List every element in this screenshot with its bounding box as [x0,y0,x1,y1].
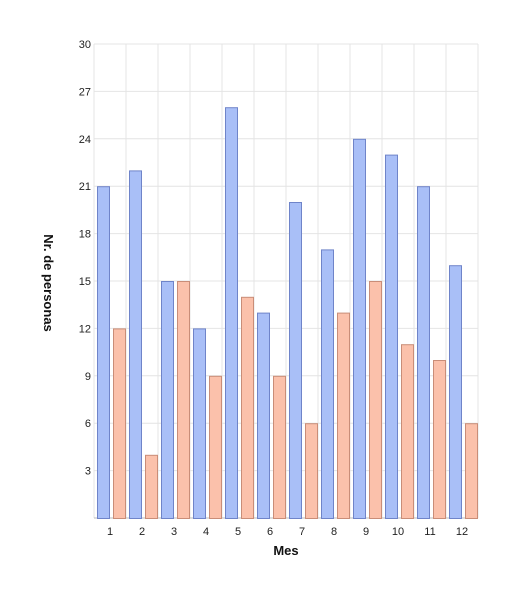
x-tick-label: 1 [107,526,113,538]
x-tick-label: 7 [299,526,305,538]
bar-series2-1 [113,328,126,519]
y-tick-label: 30 [79,39,91,51]
bar-series1-1 [97,186,110,519]
x-tick-label: 12 [456,526,468,538]
y-axis-title: Nr. de personas [41,234,56,332]
y-tick-label: 21 [79,181,91,193]
bar-series2-2 [145,454,158,519]
bar-series1-12 [449,265,462,520]
y-tick-label: 27 [79,86,91,98]
y-tick-label: 6 [85,418,91,430]
x-tick-label: 11 [424,526,435,538]
x-tick-label: 5 [235,526,241,538]
bar-series1-2 [129,170,142,519]
bar-series2-3 [177,281,190,519]
x-tick-labels: 1 2 3 4 5 6 7 8 9 10 11 12 [107,526,468,538]
x-tick-label: 3 [171,526,177,538]
bar-series1-10 [385,154,398,519]
bar-series1-4 [193,328,206,519]
bar-series1-8 [321,249,334,519]
bar-series1-6 [257,312,270,519]
x-tick-label: 9 [363,526,369,538]
x-tick-label: 4 [203,526,209,538]
y-tick-label: 12 [79,323,91,335]
y-tick-label: 3 [85,466,91,478]
bars [97,107,478,520]
bar-series1-9 [353,138,366,520]
x-tick-label: 10 [392,526,404,538]
bar-series2-9 [369,281,382,519]
bar-series1-7 [289,202,302,519]
x-tick-label: 8 [331,526,337,538]
bar-series2-10 [401,344,414,520]
bar-series1-3 [161,281,174,519]
y-tick-label: 9 [85,371,91,383]
y-tick-label: 24 [79,134,91,146]
bar-series2-11 [433,360,446,519]
bar-series1-11 [417,186,430,519]
bar-series2-8 [337,312,350,519]
bar-series2-12 [465,423,478,520]
bar-series2-6 [273,375,286,519]
y-tick-labels: 3 6 9 12 15 18 21 24 27 30 [79,39,91,478]
y-tick-label: 15 [79,276,91,288]
bar-series2-4 [209,375,222,519]
y-tick-label: 18 [79,229,91,241]
bar-series2-5 [241,296,254,519]
x-tick-label: 6 [267,526,273,538]
x-tick-label: 2 [139,526,145,538]
bar-series2-7 [305,423,318,520]
x-axis-title: Mes [273,543,298,558]
bar-series1-5 [225,107,238,519]
